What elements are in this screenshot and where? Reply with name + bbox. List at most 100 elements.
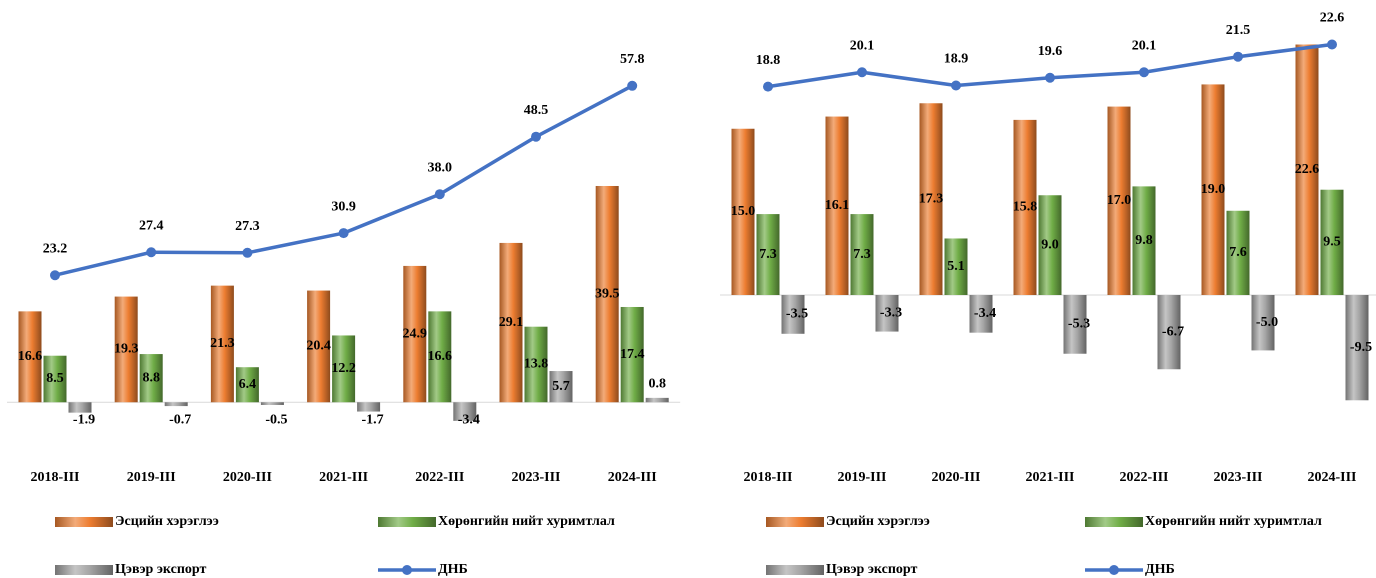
data-label: -9.5 xyxy=(1350,340,1372,355)
x-tick-label: 2021-III xyxy=(319,470,368,485)
bar xyxy=(1038,195,1062,295)
bar xyxy=(307,290,331,403)
data-label: 6.4 xyxy=(239,377,257,392)
legend-swatch xyxy=(55,565,113,575)
line-marker xyxy=(531,131,541,142)
bar xyxy=(825,116,849,295)
bar xyxy=(1157,295,1181,370)
data-label: 5.7 xyxy=(552,379,570,394)
data-label: 20.1 xyxy=(1132,38,1157,53)
bar xyxy=(1345,295,1369,401)
bar xyxy=(919,103,943,295)
data-label: 24.9 xyxy=(403,326,428,341)
line-marker xyxy=(1233,51,1243,62)
bar xyxy=(731,128,755,295)
data-label: 38.0 xyxy=(428,160,453,175)
x-tick-label: 2024-III xyxy=(1307,470,1356,485)
legend-label: Хөрөнгийн нийт хуримтлал xyxy=(438,514,615,529)
data-label: -5.3 xyxy=(1068,317,1090,332)
bar xyxy=(428,311,452,403)
data-label: 30.9 xyxy=(331,199,356,214)
legend-swatch xyxy=(402,565,412,575)
bar xyxy=(781,295,805,334)
data-label: 15.8 xyxy=(1013,200,1038,215)
x-tick-label: 2020-III xyxy=(223,470,272,485)
x-tick-label: 2022-III xyxy=(415,470,464,485)
chart: 2018-III 2019-III 2020-III 2021-III 2022-III… xyxy=(7,52,681,577)
bar xyxy=(620,306,644,403)
line-marker xyxy=(1327,39,1337,50)
bar xyxy=(969,295,993,333)
data-label: 27.4 xyxy=(139,218,164,233)
data-label: -5.0 xyxy=(1256,315,1278,330)
line-marker xyxy=(763,81,773,92)
data-label: 22.6 xyxy=(1295,162,1320,177)
legend-swatch xyxy=(378,517,436,527)
line-marker xyxy=(627,80,638,91)
data-label: -3.4 xyxy=(458,412,480,427)
data-label: 17.0 xyxy=(1107,193,1132,208)
data-label: 18.8 xyxy=(756,53,781,68)
data-label: 7.3 xyxy=(853,247,871,262)
data-label: 13.8 xyxy=(524,357,549,372)
bar xyxy=(1251,295,1275,351)
data-label: 39.5 xyxy=(595,286,620,301)
data-label: 7.3 xyxy=(759,247,777,262)
data-label: 5.1 xyxy=(947,259,965,274)
bar xyxy=(595,185,619,403)
data-label: 7.6 xyxy=(1229,245,1247,260)
bar xyxy=(260,402,284,405)
data-label: 29.1 xyxy=(499,315,524,330)
data-label: 0.8 xyxy=(648,376,666,391)
x-tick-label: 2023-III xyxy=(1213,470,1262,485)
x-tick-label: 2023-III xyxy=(511,470,560,485)
bar xyxy=(756,214,780,295)
data-label: 9.8 xyxy=(1135,233,1153,248)
line-marker xyxy=(434,189,445,200)
bar xyxy=(1295,44,1319,296)
x-tick-label: 2022-III xyxy=(1119,470,1168,485)
bar xyxy=(235,367,259,403)
bar xyxy=(18,311,42,403)
data-label: -0.5 xyxy=(265,412,287,427)
bar xyxy=(1132,186,1156,295)
chart: 2018-III 2019-III 2020-III 2021-III 2022-III… xyxy=(720,11,1376,577)
data-label: 21.5 xyxy=(1226,23,1251,38)
line-marker xyxy=(242,247,253,258)
data-label: -3.3 xyxy=(880,306,902,321)
line-marker xyxy=(857,67,867,78)
x-tick-label: 2020-III xyxy=(931,470,980,485)
line-marker xyxy=(1139,67,1149,78)
legend-label: Эсцийн хэрэглээ xyxy=(826,514,930,529)
line-marker xyxy=(951,80,961,91)
data-label: 8.5 xyxy=(46,371,64,386)
bar xyxy=(1063,295,1087,354)
data-label: 19.3 xyxy=(114,342,139,357)
bar xyxy=(944,238,968,295)
line-marker xyxy=(50,270,60,281)
bar xyxy=(164,402,188,407)
data-label: -1.9 xyxy=(73,412,95,427)
bar xyxy=(875,295,899,332)
data-label: -3.4 xyxy=(974,306,996,321)
bar xyxy=(357,402,381,412)
bar xyxy=(43,355,67,403)
x-tick-label: 2024-III xyxy=(608,470,657,485)
bar xyxy=(645,397,669,403)
legend-swatch xyxy=(766,565,824,575)
bar xyxy=(453,402,477,421)
bar xyxy=(403,265,427,403)
x-tick-label: 2019-III xyxy=(127,470,176,485)
data-label: 15.0 xyxy=(731,204,756,219)
line-marker xyxy=(338,228,349,239)
bar xyxy=(210,285,234,403)
data-label: 21.3 xyxy=(210,336,235,351)
data-label: 19.0 xyxy=(1201,182,1226,197)
bar xyxy=(1107,106,1131,295)
data-label: 57.8 xyxy=(620,52,645,67)
data-label: 16.1 xyxy=(825,198,850,213)
data-label: -1.7 xyxy=(362,412,384,427)
legend-label: Хөрөнгийн нийт хуримтлал xyxy=(1145,514,1322,529)
data-label: 48.5 xyxy=(524,103,549,118)
